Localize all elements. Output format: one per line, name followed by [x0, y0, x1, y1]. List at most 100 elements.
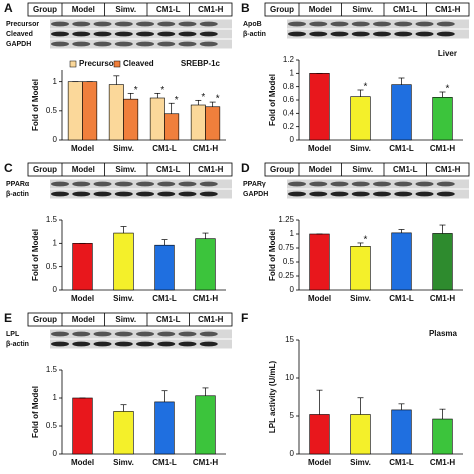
blot-band — [178, 41, 197, 47]
blot-band — [309, 21, 328, 27]
bar — [72, 397, 93, 455]
x-tick-label: CM1-H — [193, 144, 219, 153]
bar — [113, 232, 134, 291]
blot-band — [199, 331, 218, 337]
blot-band — [93, 191, 112, 197]
significance-mark: * — [364, 82, 368, 93]
blot-band — [72, 21, 91, 27]
blot-band — [136, 331, 154, 337]
blot-band — [93, 341, 112, 347]
x-tick-label: CM1-H — [193, 294, 219, 303]
bar — [432, 233, 453, 291]
blot-band — [93, 41, 112, 47]
y-tick-label: 10 — [285, 373, 294, 382]
error-bar — [439, 224, 446, 234]
blot-band — [93, 31, 112, 37]
blot-band — [309, 181, 328, 187]
y-tick-label: 0.5 — [283, 257, 295, 266]
y-tick-label: 0 — [53, 285, 58, 294]
blot-row-label: ApoB — [243, 21, 262, 28]
blot-band — [373, 191, 391, 197]
blot-band — [136, 31, 154, 37]
blot-band — [136, 41, 154, 47]
x-tick-label: Simv. — [350, 458, 371, 467]
blot-band — [72, 191, 91, 197]
y-axis-label: Fold of Model — [268, 229, 277, 281]
blot-band — [93, 21, 112, 27]
blot-band — [436, 31, 455, 37]
blot-header-label: Simv. — [352, 5, 373, 14]
x-tick-label: Model — [308, 144, 331, 153]
error-bar — [439, 91, 446, 98]
panel-letter: B — [241, 1, 250, 15]
error-bar — [316, 389, 323, 415]
blot-band — [199, 181, 218, 187]
x-tick-label: Simv. — [113, 144, 134, 153]
error-bar — [113, 75, 120, 85]
bar — [149, 97, 165, 141]
x-tick-label: CM1-L — [152, 144, 177, 153]
panel-letter: A — [4, 1, 13, 15]
blot-header-box — [264, 2, 470, 17]
blot-header-label: CM1-L — [393, 165, 418, 174]
blot-header-box — [27, 2, 233, 17]
blot-band — [288, 21, 306, 27]
blot-band — [136, 21, 154, 27]
blot-row-label: β-actin — [6, 341, 29, 348]
x-tick-label: Model — [71, 294, 94, 303]
bar — [113, 411, 134, 455]
x-tick-label: CM1-L — [389, 144, 414, 153]
legend-swatch — [69, 60, 77, 68]
y-tick-label: 0.8 — [283, 82, 295, 91]
blot-band — [330, 181, 349, 187]
blot-band — [93, 181, 112, 187]
blot-band — [199, 31, 218, 37]
y-tick-label: 5 — [290, 411, 295, 420]
blot-band — [178, 191, 197, 197]
legend-label: Precursor — [79, 59, 117, 68]
y-tick-label: 0.5 — [46, 421, 58, 430]
y-tick-label: 0.4 — [283, 108, 295, 117]
error-bar — [398, 403, 405, 410]
bar — [195, 395, 216, 455]
blot-band — [436, 191, 455, 197]
error-bar — [398, 77, 405, 85]
panel-letter: E — [4, 311, 12, 325]
x-tick-label: Model — [308, 458, 331, 467]
blot-band — [157, 191, 176, 197]
x-tick-label: Simv. — [350, 144, 371, 153]
blot-band — [288, 31, 306, 37]
blot-band — [72, 31, 91, 37]
blot-row-label: β-actin — [6, 191, 29, 198]
error-bar — [398, 229, 405, 233]
blot-band — [288, 191, 306, 197]
annotation: SREBP-1c — [181, 59, 221, 68]
significance-mark: * — [364, 235, 368, 246]
annotation: Plasma — [429, 329, 458, 338]
blot-band — [394, 181, 413, 187]
error-bar — [195, 99, 202, 105]
blot-band — [51, 21, 69, 27]
significance-mark: * — [175, 95, 179, 106]
bar — [72, 243, 93, 291]
y-tick-label: 0.6 — [283, 95, 295, 104]
blot-band — [72, 331, 91, 337]
blot-band — [415, 31, 434, 37]
bar — [432, 418, 453, 455]
bar — [432, 97, 453, 141]
legend-swatch — [113, 60, 121, 68]
y-tick-label: 1.2 — [283, 55, 295, 64]
x-tick-label: CM1-H — [430, 458, 456, 467]
blot-band — [157, 181, 176, 187]
error-bar — [202, 387, 209, 396]
blot-header-label: CM1-L — [156, 5, 181, 14]
blot-band — [51, 41, 69, 47]
blot-band — [157, 341, 176, 347]
y-tick-label: 0 — [53, 449, 58, 458]
bar — [205, 106, 221, 141]
bar — [391, 409, 412, 455]
significance-mark: * — [201, 92, 205, 103]
y-tick-label: 1 — [53, 238, 58, 247]
error-bar — [120, 404, 127, 412]
